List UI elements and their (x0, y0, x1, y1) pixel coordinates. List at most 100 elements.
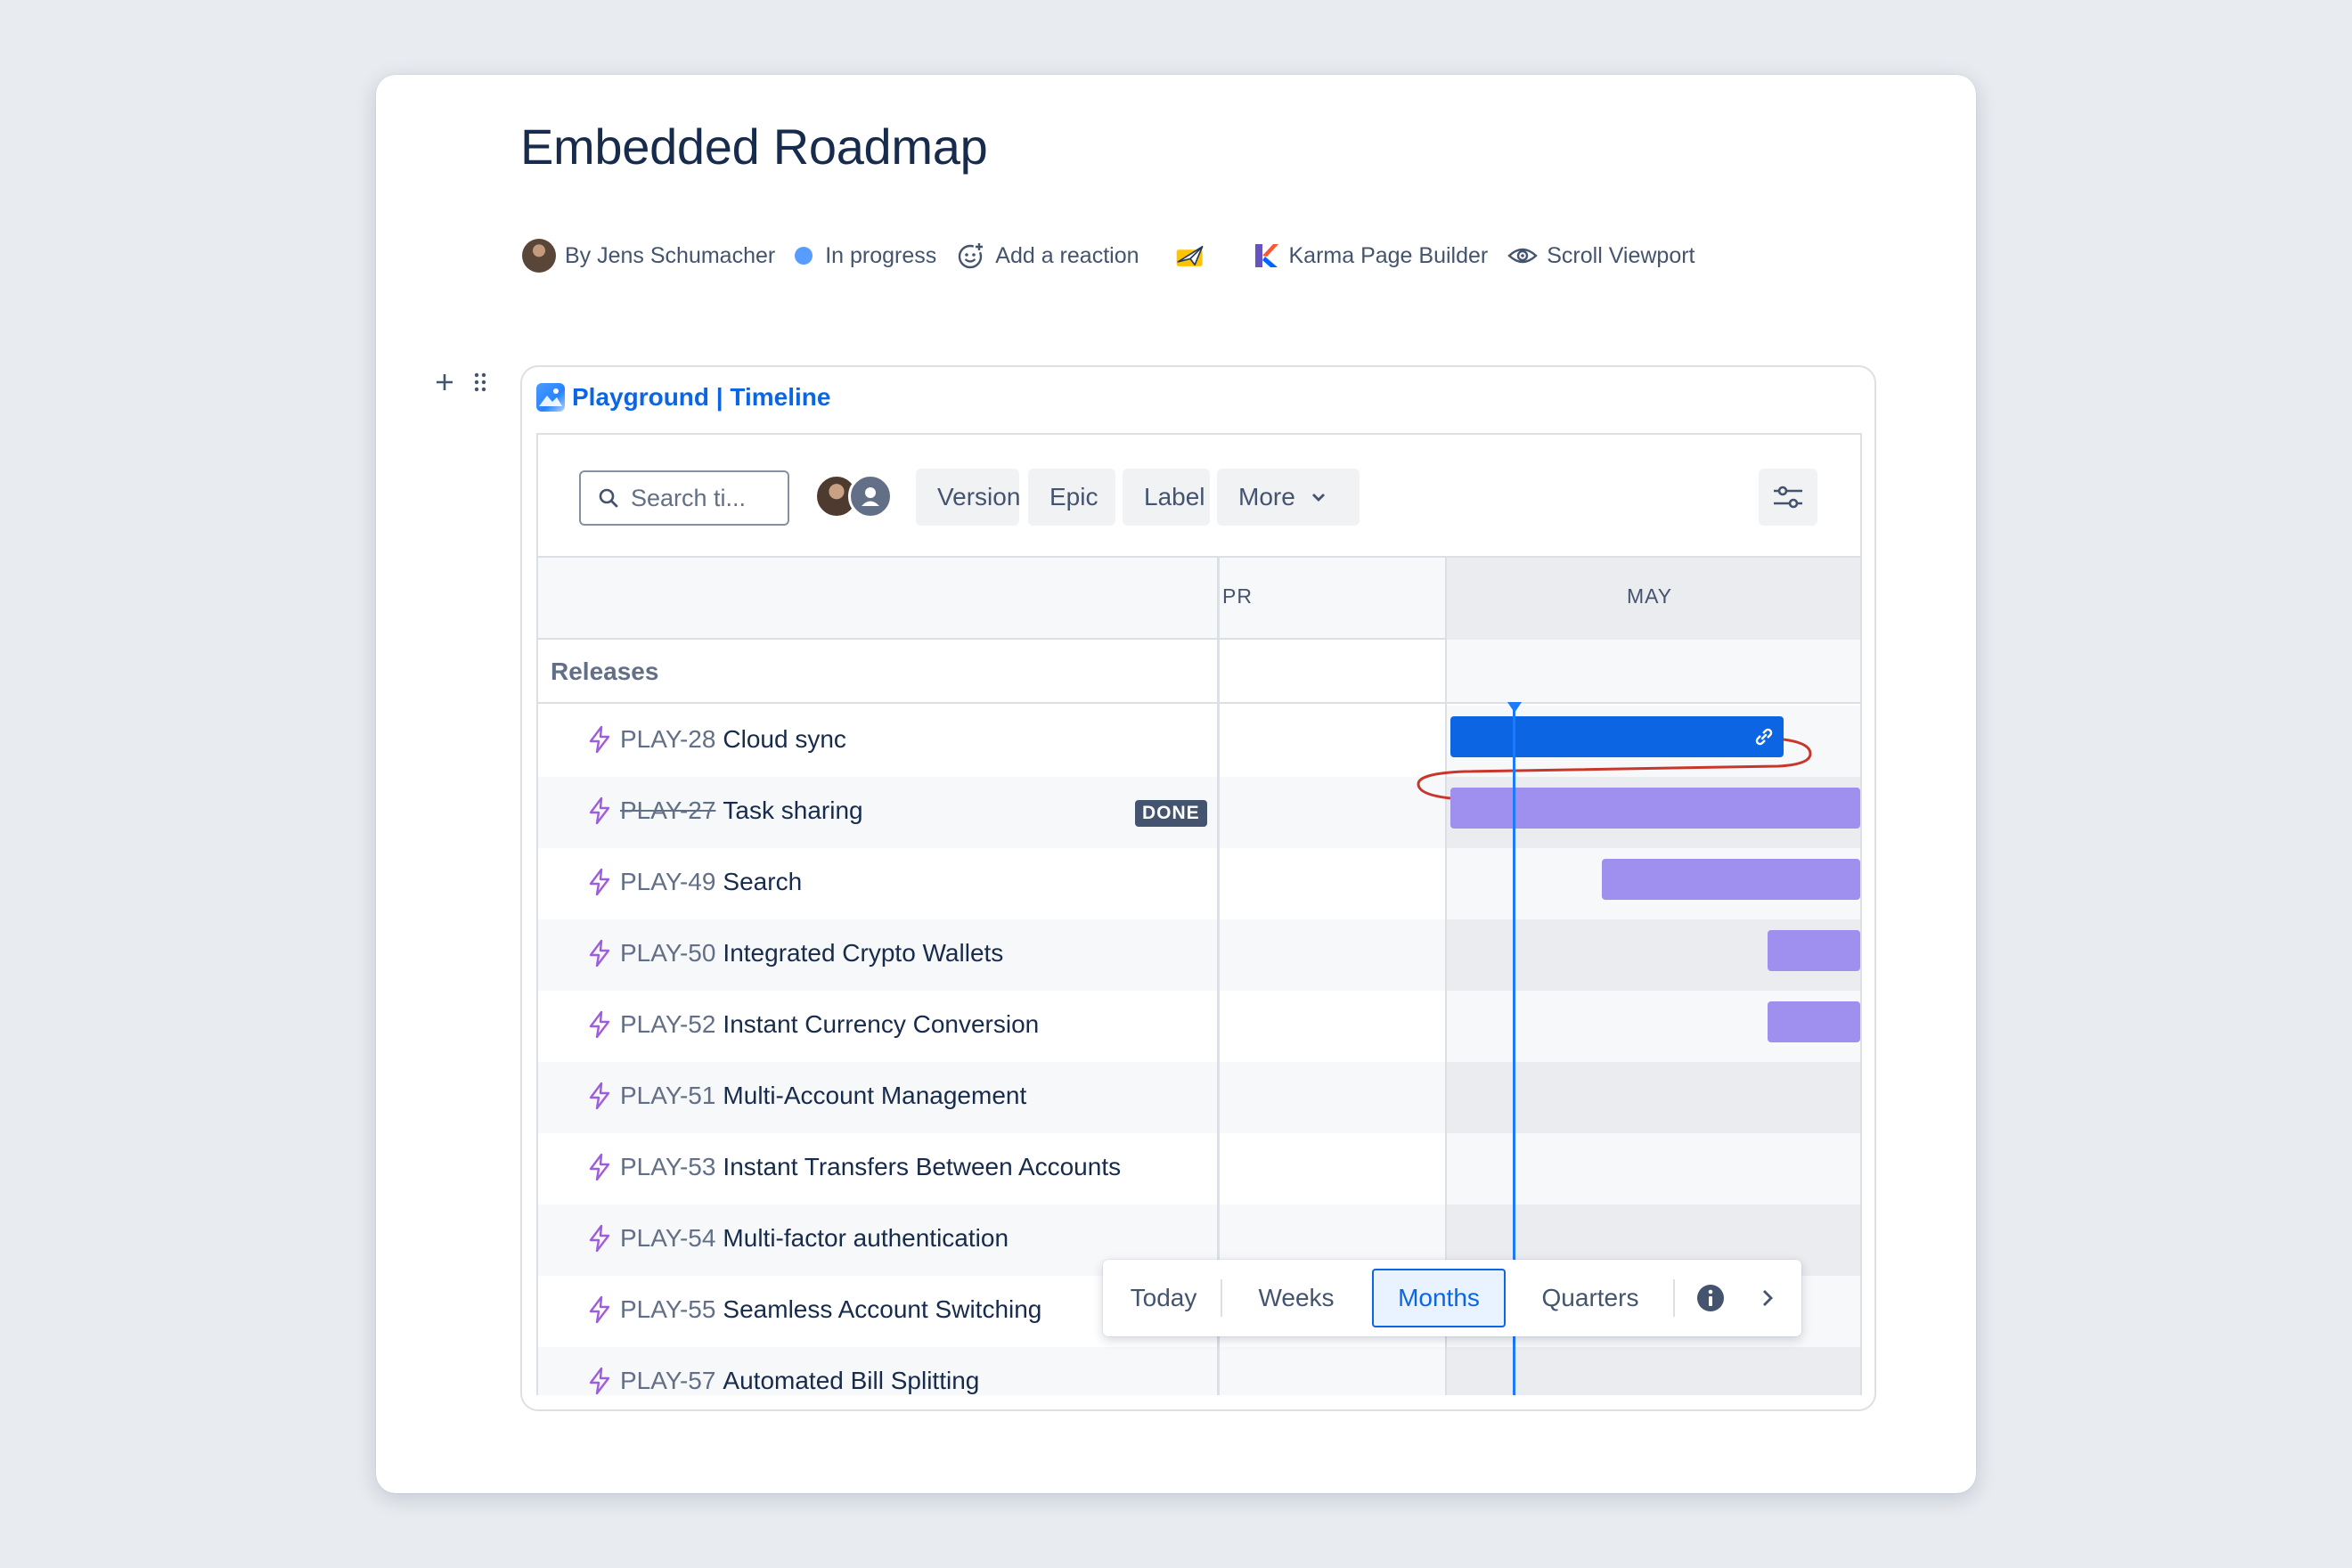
status-badge: DONE (1135, 800, 1207, 827)
timeline-toolbar: Search ti... Version Epic (538, 435, 1860, 556)
page-title: Embedded Roadmap (520, 118, 988, 175)
timeline-zoom-controls: Today Weeks Months Quarters (1103, 1260, 1801, 1336)
label-filter-label: Label (1144, 483, 1205, 510)
scroll-viewport-label: Scroll Viewport (1547, 242, 1695, 268)
add-reaction-label: Add a reaction (995, 242, 1139, 268)
macro-title-link[interactable]: Playground | Timeline (572, 383, 831, 411)
unassigned-avatar[interactable] (848, 474, 893, 519)
karma-page-builder-app[interactable]: Karma Page Builder (1250, 241, 1489, 271)
issue-summary[interactable]: Seamless Account Switching (723, 1295, 1042, 1323)
dependency-line (1417, 738, 1812, 800)
epic-icon (589, 725, 610, 754)
author-avatar (522, 239, 556, 273)
epic-icon (589, 1224, 610, 1253)
issue-key[interactable]: PLAY-57 (620, 1367, 716, 1394)
issue-summary[interactable]: Multi-Account Management (723, 1082, 1027, 1109)
add-reaction-icon (956, 241, 986, 271)
scroll-right-button[interactable] (1741, 1269, 1794, 1327)
paper-plane-app[interactable] (1175, 241, 1214, 271)
month-divider (1445, 556, 1447, 1395)
chevron-down-icon (1311, 494, 1325, 502)
epic-icon (589, 1367, 610, 1395)
author-byline[interactable]: By Jens Schumacher (522, 239, 775, 273)
scroll-viewport-app[interactable]: Scroll Viewport (1507, 241, 1695, 271)
issue-key[interactable]: PLAY-52 (620, 1010, 716, 1038)
search-placeholder: Search ti... (631, 484, 747, 511)
epic-icon (589, 1082, 610, 1110)
issue-key[interactable]: PLAY-28 (620, 725, 716, 753)
chevron-right-icon (1763, 1290, 1773, 1306)
issue-summary[interactable]: Integrated Crypto Wallets (723, 939, 1004, 967)
month-label-may: MAY (1627, 584, 1673, 608)
add-reaction-button[interactable]: Add a reaction (956, 241, 1139, 271)
drag-handle-icon[interactable] (474, 369, 486, 399)
page-status[interactable]: In progress (795, 243, 936, 269)
more-filter-button[interactable]: More (1217, 469, 1360, 526)
timeline-bar-play-52[interactable] (1768, 1001, 1860, 1042)
status-label: In progress (825, 242, 937, 268)
macro-header: Playground | Timeline (536, 383, 831, 412)
issue-summary[interactable]: Task sharing (723, 796, 863, 824)
label-filter-button[interactable]: Label (1123, 469, 1210, 526)
status-dot-icon (795, 247, 813, 265)
view-settings-button[interactable] (1759, 469, 1817, 526)
search-icon (599, 488, 618, 508)
epic-icon (589, 796, 610, 825)
weeks-button[interactable]: Weeks (1229, 1269, 1363, 1327)
today-button[interactable]: Today (1114, 1269, 1213, 1327)
releases-label: Releases (551, 657, 659, 685)
epic-row[interactable]: PLAY-53 Instant Transfers Between Account… (538, 1133, 1860, 1205)
epic-row[interactable]: PLAY-50 Integrated Crypto Wallets (538, 919, 1860, 991)
issue-summary[interactable]: Instant Currency Conversion (723, 1010, 1040, 1038)
version-filter-button[interactable]: Version (916, 469, 1020, 526)
add-block-icon[interactable] (435, 369, 454, 399)
may-column-header (1447, 558, 1860, 640)
timeline-bar-play-49[interactable] (1602, 859, 1860, 900)
issue-key[interactable]: PLAY-27 (620, 796, 716, 824)
timeline-macro: Playground | Timeline Search ti... (520, 365, 1876, 1411)
quarters-button[interactable]: Quarters (1511, 1269, 1670, 1327)
issue-key[interactable]: PLAY-54 (620, 1224, 716, 1252)
eye-icon (1507, 241, 1538, 271)
issue-key[interactable]: PLAY-49 (620, 868, 716, 895)
releases-row[interactable]: Releases (538, 640, 1860, 704)
epic-icon (589, 1295, 610, 1324)
epic-filter-button[interactable]: Epic (1028, 469, 1115, 526)
issue-summary[interactable]: Multi-factor authentication (723, 1224, 1009, 1252)
issue-summary[interactable]: Automated Bill Splitting (723, 1367, 980, 1394)
epic-icon (589, 939, 610, 968)
issue-key[interactable]: PLAY-51 (620, 1082, 716, 1109)
epic-row[interactable]: PLAY-57 Automated Bill Splitting (538, 1347, 1860, 1395)
search-input[interactable]: Search ti... (579, 470, 789, 526)
today-label: Today (1130, 1284, 1197, 1311)
issue-summary[interactable]: Cloud sync (723, 725, 846, 753)
epic-icon (589, 1153, 610, 1181)
paper-plane-icon (1175, 241, 1205, 271)
epic-filter-label: Epic (1049, 483, 1098, 510)
issue-key[interactable]: PLAY-50 (620, 939, 716, 967)
author-name: By Jens Schumacher (565, 242, 776, 268)
timeline-bar-play-28[interactable] (1450, 716, 1784, 757)
months-button[interactable]: Months (1372, 1269, 1506, 1327)
sliders-icon (1774, 486, 1802, 509)
timeline-bar-play-50[interactable] (1768, 930, 1860, 971)
epic-icon (589, 868, 610, 896)
today-line (1513, 706, 1515, 1395)
issue-summary[interactable]: Search (723, 868, 803, 895)
info-button[interactable] (1684, 1269, 1737, 1327)
issue-key[interactable]: PLAY-55 (620, 1295, 716, 1323)
epic-row[interactable]: PLAY-52 Instant Currency Conversion (538, 991, 1860, 1062)
karma-label: Karma Page Builder (1288, 242, 1489, 268)
epic-row[interactable]: PLAY-51 Multi-Account Management (538, 1062, 1860, 1133)
list-divider[interactable] (1217, 556, 1220, 1395)
person-icon (862, 487, 879, 506)
assignee-filter (814, 474, 893, 519)
quarters-label: Quarters (1541, 1284, 1639, 1311)
issue-summary[interactable]: Instant Transfers Between Accounts (723, 1153, 1122, 1180)
block-gutter (435, 369, 486, 399)
weeks-label: Weeks (1258, 1284, 1335, 1311)
more-filter-label: More (1238, 483, 1295, 510)
issue-key[interactable]: PLAY-53 (620, 1153, 716, 1180)
timeline-bar-play-27[interactable] (1450, 788, 1860, 829)
info-icon (1697, 1285, 1724, 1311)
